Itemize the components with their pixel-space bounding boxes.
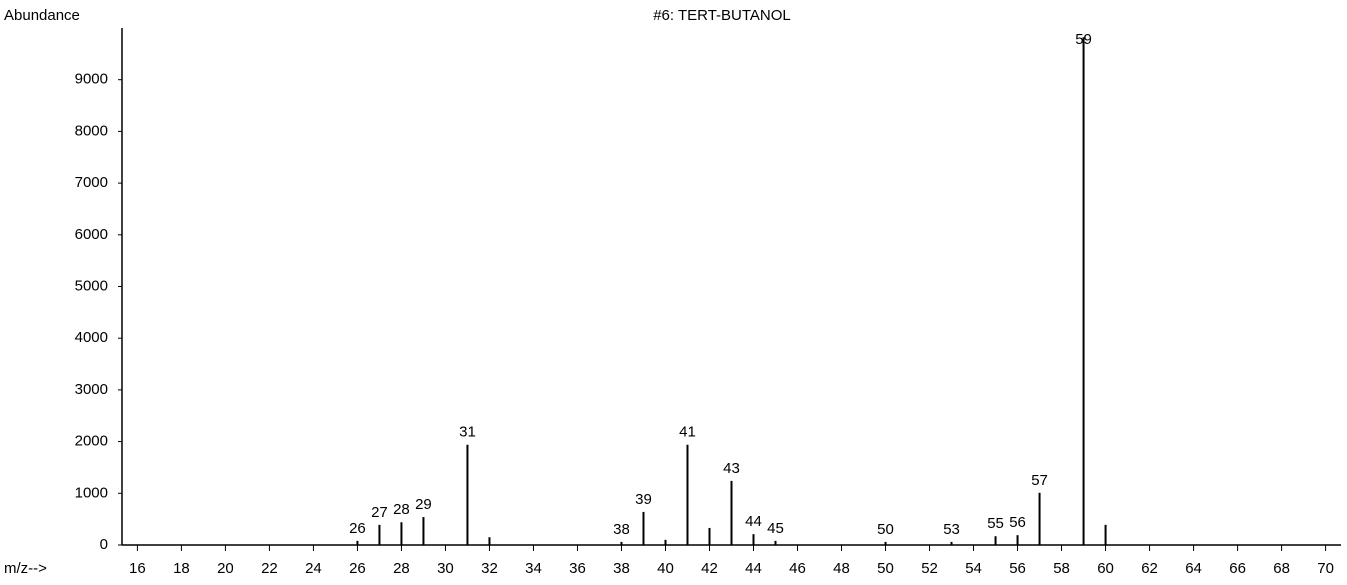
peak-label: 45 xyxy=(767,520,784,537)
x-tick-label: 48 xyxy=(833,560,850,577)
x-tick-label: 64 xyxy=(1185,560,1202,577)
y-tick-label: 6000 xyxy=(75,226,108,243)
x-tick-label: 56 xyxy=(1009,560,1026,577)
chart-title: #6: TERT-BUTANOL xyxy=(653,7,791,24)
x-tick-label: 66 xyxy=(1229,560,1246,577)
x-tick-label: 34 xyxy=(525,560,542,577)
x-tick-label: 54 xyxy=(965,560,982,577)
peak-label: 38 xyxy=(613,521,630,538)
peak-label: 57 xyxy=(1031,472,1048,489)
peak-label: 53 xyxy=(943,521,960,538)
peak-label: 55 xyxy=(987,515,1004,532)
x-tick-label: 50 xyxy=(877,560,894,577)
x-tick-label: 36 xyxy=(569,560,586,577)
y-tick-label: 7000 xyxy=(75,174,108,191)
x-tick-label: 24 xyxy=(305,560,322,577)
x-tick-label: 60 xyxy=(1097,560,1114,577)
x-tick-label: 30 xyxy=(437,560,454,577)
peak-label: 41 xyxy=(679,424,696,441)
x-axis-label: m/z--> xyxy=(4,560,47,577)
x-tick-label: 68 xyxy=(1273,560,1290,577)
x-tick-label: 46 xyxy=(789,560,806,577)
peak-label: 50 xyxy=(877,521,894,538)
x-tick-label: 62 xyxy=(1141,560,1158,577)
x-tick-label: 16 xyxy=(129,560,146,577)
x-tick-label: 22 xyxy=(261,560,278,577)
y-tick-label: 4000 xyxy=(75,329,108,346)
peak-label: 29 xyxy=(415,496,432,513)
x-tick-label: 40 xyxy=(657,560,674,577)
x-tick-label: 28 xyxy=(393,560,410,577)
peak-label: 43 xyxy=(723,460,740,477)
peak-label: 31 xyxy=(459,424,476,441)
x-tick-label: 58 xyxy=(1053,560,1070,577)
peak-label: 26 xyxy=(349,520,366,537)
peak-label: 28 xyxy=(393,501,410,518)
x-tick-label: 52 xyxy=(921,560,938,577)
x-tick-label: 70 xyxy=(1317,560,1334,577)
y-tick-label: 3000 xyxy=(75,381,108,398)
y-tick-label: 1000 xyxy=(75,484,108,501)
y-tick-label: 2000 xyxy=(75,433,108,450)
peak-label: 56 xyxy=(1009,514,1026,531)
x-tick-label: 44 xyxy=(745,560,762,577)
x-tick-label: 42 xyxy=(701,560,718,577)
x-tick-label: 38 xyxy=(613,560,630,577)
x-tick-label: 20 xyxy=(217,560,234,577)
x-tick-label: 18 xyxy=(173,560,190,577)
y-tick-label: 8000 xyxy=(75,122,108,139)
y-tick-label: 5000 xyxy=(75,277,108,294)
y-axis-label: Abundance xyxy=(4,7,80,24)
peak-label: 39 xyxy=(635,491,652,508)
peak-label: 27 xyxy=(371,504,388,521)
x-tick-label: 32 xyxy=(481,560,498,577)
peak-label: 44 xyxy=(745,513,762,530)
peak-label: 59 xyxy=(1075,31,1092,48)
y-tick-label: 0 xyxy=(100,536,108,553)
x-tick-label: 26 xyxy=(349,560,366,577)
y-tick-label: 9000 xyxy=(75,71,108,88)
